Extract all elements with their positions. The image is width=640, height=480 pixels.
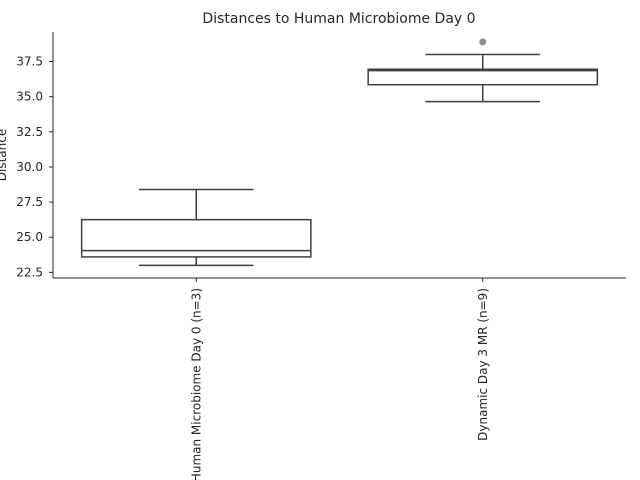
chart-title: Distances to Human Microbiome Day 0: [202, 11, 475, 27]
iqr-box: [367, 68, 599, 86]
x-tick-label: Dynamic Day 3 MR (n=9): [476, 288, 490, 441]
y-tick-label: 32.5: [16, 125, 43, 139]
y-axis: 22.5 25.0 27.5 30.0 32.5 35.0 37.5: [16, 55, 53, 279]
y-tick-label: 25.0: [16, 230, 43, 244]
x-tick-label: Human Microbiome Day 0 (n=3): [189, 288, 203, 480]
outlier-point: [479, 38, 487, 46]
y-tick-label: 27.5: [16, 195, 43, 209]
x-axis: Human Microbiome Day 0 (n=3) Dynamic Day …: [189, 278, 490, 480]
boxes-group: [80, 38, 599, 267]
y-tick-label: 22.5: [16, 265, 43, 279]
y-tick-label: 35.0: [16, 90, 43, 104]
box-group: [80, 188, 312, 267]
y-tick-label: 37.5: [16, 55, 43, 69]
y-axis-label: Distance: [0, 129, 9, 181]
y-tick-label: 30.0: [16, 160, 43, 174]
box-group: [367, 38, 599, 103]
